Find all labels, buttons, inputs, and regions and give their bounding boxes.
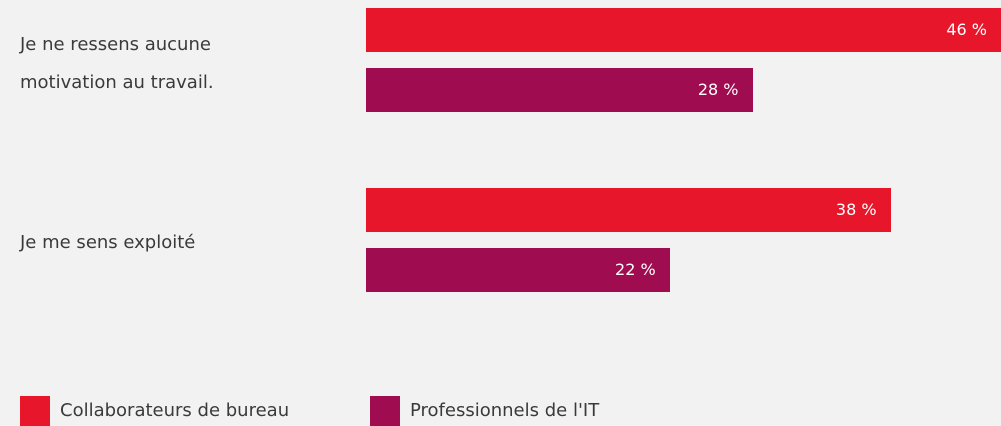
value-label: 22 % [615,260,656,279]
legend-label: Professionnels de l'IT [410,400,600,421]
category-label: Je me sens exploité [20,232,196,253]
bar [366,68,753,112]
value-label: 38 % [835,200,877,219]
legend-label: Collaborateurs de bureau [60,400,290,421]
bar [366,8,1001,52]
bar [366,248,670,292]
legend-swatch [20,396,50,426]
legend-swatch [370,396,400,426]
category-label: Je ne ressens aucune motivation au trava… [20,34,214,93]
bar [366,188,891,232]
value-label: 28 % [697,80,739,99]
value-label: 46 % [946,20,987,39]
